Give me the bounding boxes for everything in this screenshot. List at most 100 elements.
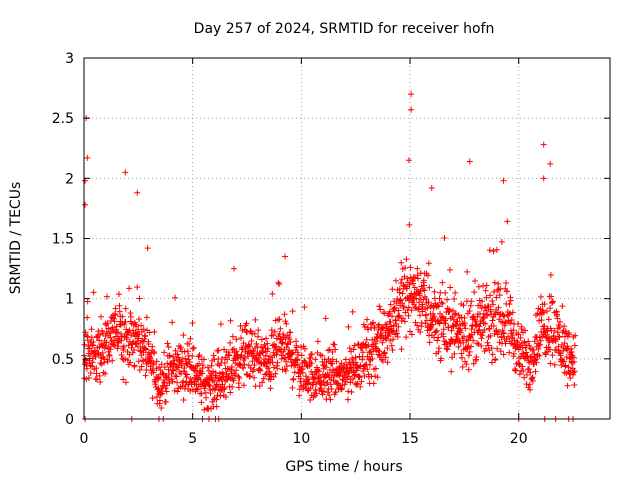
- data-point: [548, 293, 555, 300]
- data-point: [298, 366, 305, 373]
- data-point: [324, 389, 331, 396]
- data-point: [106, 353, 113, 360]
- data-point: [387, 337, 394, 344]
- data-point: [468, 343, 475, 350]
- data-point: [551, 361, 558, 368]
- data-point: [354, 380, 361, 387]
- data-point: [143, 314, 150, 321]
- data-point: [118, 331, 125, 338]
- data-point: [97, 379, 104, 386]
- data-point: [403, 285, 410, 292]
- data-point: [102, 370, 109, 377]
- data-point: [194, 386, 201, 393]
- data-point: [112, 312, 119, 319]
- data-point: [151, 350, 158, 357]
- data-point: [395, 323, 402, 330]
- data-point: [135, 326, 142, 333]
- data-point: [165, 376, 172, 383]
- data-point: [314, 367, 321, 374]
- data-point: [268, 332, 275, 339]
- data-point: [96, 331, 103, 338]
- data-point: [110, 341, 117, 348]
- data-point: [325, 372, 332, 379]
- data-point: [149, 395, 156, 402]
- data-point: [463, 361, 470, 368]
- data-point: [196, 360, 203, 367]
- data-point: [506, 349, 513, 356]
- data-point: [549, 299, 556, 306]
- data-point: [547, 160, 554, 167]
- data-point: [486, 247, 493, 254]
- data-point: [187, 335, 194, 342]
- data-point: [541, 300, 548, 307]
- data-point: [489, 317, 496, 324]
- data-point: [540, 175, 547, 182]
- data-point: [109, 324, 116, 331]
- data-point: [453, 321, 460, 328]
- data-point: [101, 356, 108, 363]
- data-point: [405, 304, 412, 311]
- data-point: [97, 313, 104, 320]
- data-point: [201, 406, 208, 413]
- data-point: [289, 384, 296, 391]
- data-point: [113, 323, 120, 330]
- data-point: [346, 345, 353, 352]
- data-point: [426, 284, 433, 291]
- data-point: [350, 346, 357, 353]
- data-point: [482, 287, 489, 294]
- data-point: [107, 334, 114, 341]
- data-point: [401, 303, 408, 310]
- data-point: [392, 317, 399, 324]
- data-point: [491, 288, 498, 295]
- data-point: [416, 312, 423, 319]
- data-point: [84, 154, 91, 161]
- data-point: [484, 311, 491, 318]
- data-point: [111, 318, 118, 325]
- data-point: [235, 384, 242, 391]
- data-point: [561, 323, 568, 330]
- data-point: [279, 340, 286, 347]
- data-point: [301, 304, 308, 311]
- data-point: [210, 352, 217, 359]
- data-point: [395, 314, 402, 321]
- data-point: [527, 345, 534, 352]
- y-tick-label: 3: [65, 51, 74, 67]
- axis-ticks: [83, 57, 610, 420]
- data-point: [312, 356, 319, 363]
- data-point: [283, 320, 290, 327]
- data-point: [252, 316, 259, 323]
- data-point: [221, 384, 228, 391]
- data-point: [217, 321, 224, 328]
- data-point: [84, 333, 91, 340]
- data-point: [213, 403, 220, 410]
- data-point: [195, 353, 202, 360]
- data-point: [243, 320, 250, 327]
- data-point: [431, 313, 438, 320]
- data-point: [495, 304, 502, 311]
- data-point: [571, 368, 578, 375]
- data-point: [225, 349, 232, 356]
- data-point: [478, 342, 485, 349]
- data-point: [492, 356, 499, 363]
- data-point: [554, 315, 561, 322]
- data-point: [347, 364, 354, 371]
- data-point: [153, 365, 160, 372]
- data-point: [436, 320, 443, 327]
- data-point: [505, 317, 512, 324]
- data-point: [372, 365, 379, 372]
- data-point: [428, 184, 435, 191]
- data-point: [571, 342, 578, 349]
- data-point: [476, 323, 483, 330]
- data-point: [241, 361, 248, 368]
- data-point: [487, 292, 494, 299]
- data-point: [223, 370, 230, 377]
- data-point: [298, 352, 305, 359]
- data-point: [492, 328, 499, 335]
- data-point: [200, 356, 207, 363]
- data-point: [257, 367, 264, 374]
- data-point: [411, 274, 418, 281]
- data-point: [551, 327, 558, 334]
- data-point: [307, 385, 314, 392]
- data-point: [282, 367, 289, 374]
- data-point: [461, 319, 468, 326]
